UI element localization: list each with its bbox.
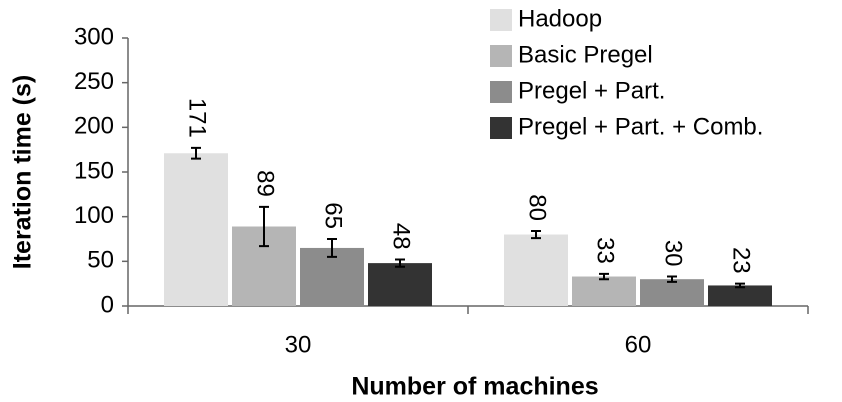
- legend-swatch: [490, 117, 512, 139]
- error-bar: [259, 205, 269, 248]
- legend-label: Pregel + Part.: [518, 77, 665, 104]
- error-bar: [531, 229, 541, 240]
- data-label: 48: [388, 223, 415, 250]
- error-bar: [395, 258, 405, 268]
- bar: [504, 234, 568, 306]
- y-tick-label: 250: [74, 68, 114, 95]
- y-tick-label: 100: [74, 202, 114, 229]
- data-label: 23: [728, 247, 755, 274]
- legend-swatch: [490, 81, 512, 103]
- bar: [640, 279, 704, 306]
- error-bar: [191, 146, 201, 160]
- error-bar: [735, 282, 745, 289]
- data-label: 80: [524, 194, 551, 221]
- data-label: 89: [252, 170, 279, 197]
- y-tick-label: 50: [87, 247, 114, 274]
- bar: [708, 285, 772, 306]
- x-axis-label: Number of machines: [351, 373, 598, 401]
- bar: [368, 263, 432, 306]
- x-tick-label: 60: [625, 331, 652, 358]
- bar: [164, 153, 228, 306]
- data-label: 171: [184, 98, 211, 138]
- legend-label: Pregel + Part. + Comb.: [518, 113, 763, 140]
- y-tick-label: 150: [74, 157, 114, 184]
- error-bar: [327, 238, 337, 258]
- data-label: 33: [592, 237, 619, 264]
- legend-label: Basic Pregel: [518, 41, 653, 68]
- x-tick-label: 30: [285, 331, 312, 358]
- bar: [572, 276, 636, 306]
- error-bar: [599, 272, 609, 281]
- data-label: 65: [320, 202, 347, 229]
- data-label: 30: [660, 240, 687, 267]
- legend-swatch: [490, 45, 512, 67]
- y-tick-label: 0: [101, 291, 114, 318]
- y-tick-label: 300: [74, 23, 114, 50]
- legend-swatch: [490, 9, 512, 31]
- legend-label: Hadoop: [518, 5, 602, 32]
- error-bar: [667, 275, 677, 283]
- y-axis-label: Iteration time (s): [9, 75, 37, 269]
- y-tick-label: 200: [74, 113, 114, 140]
